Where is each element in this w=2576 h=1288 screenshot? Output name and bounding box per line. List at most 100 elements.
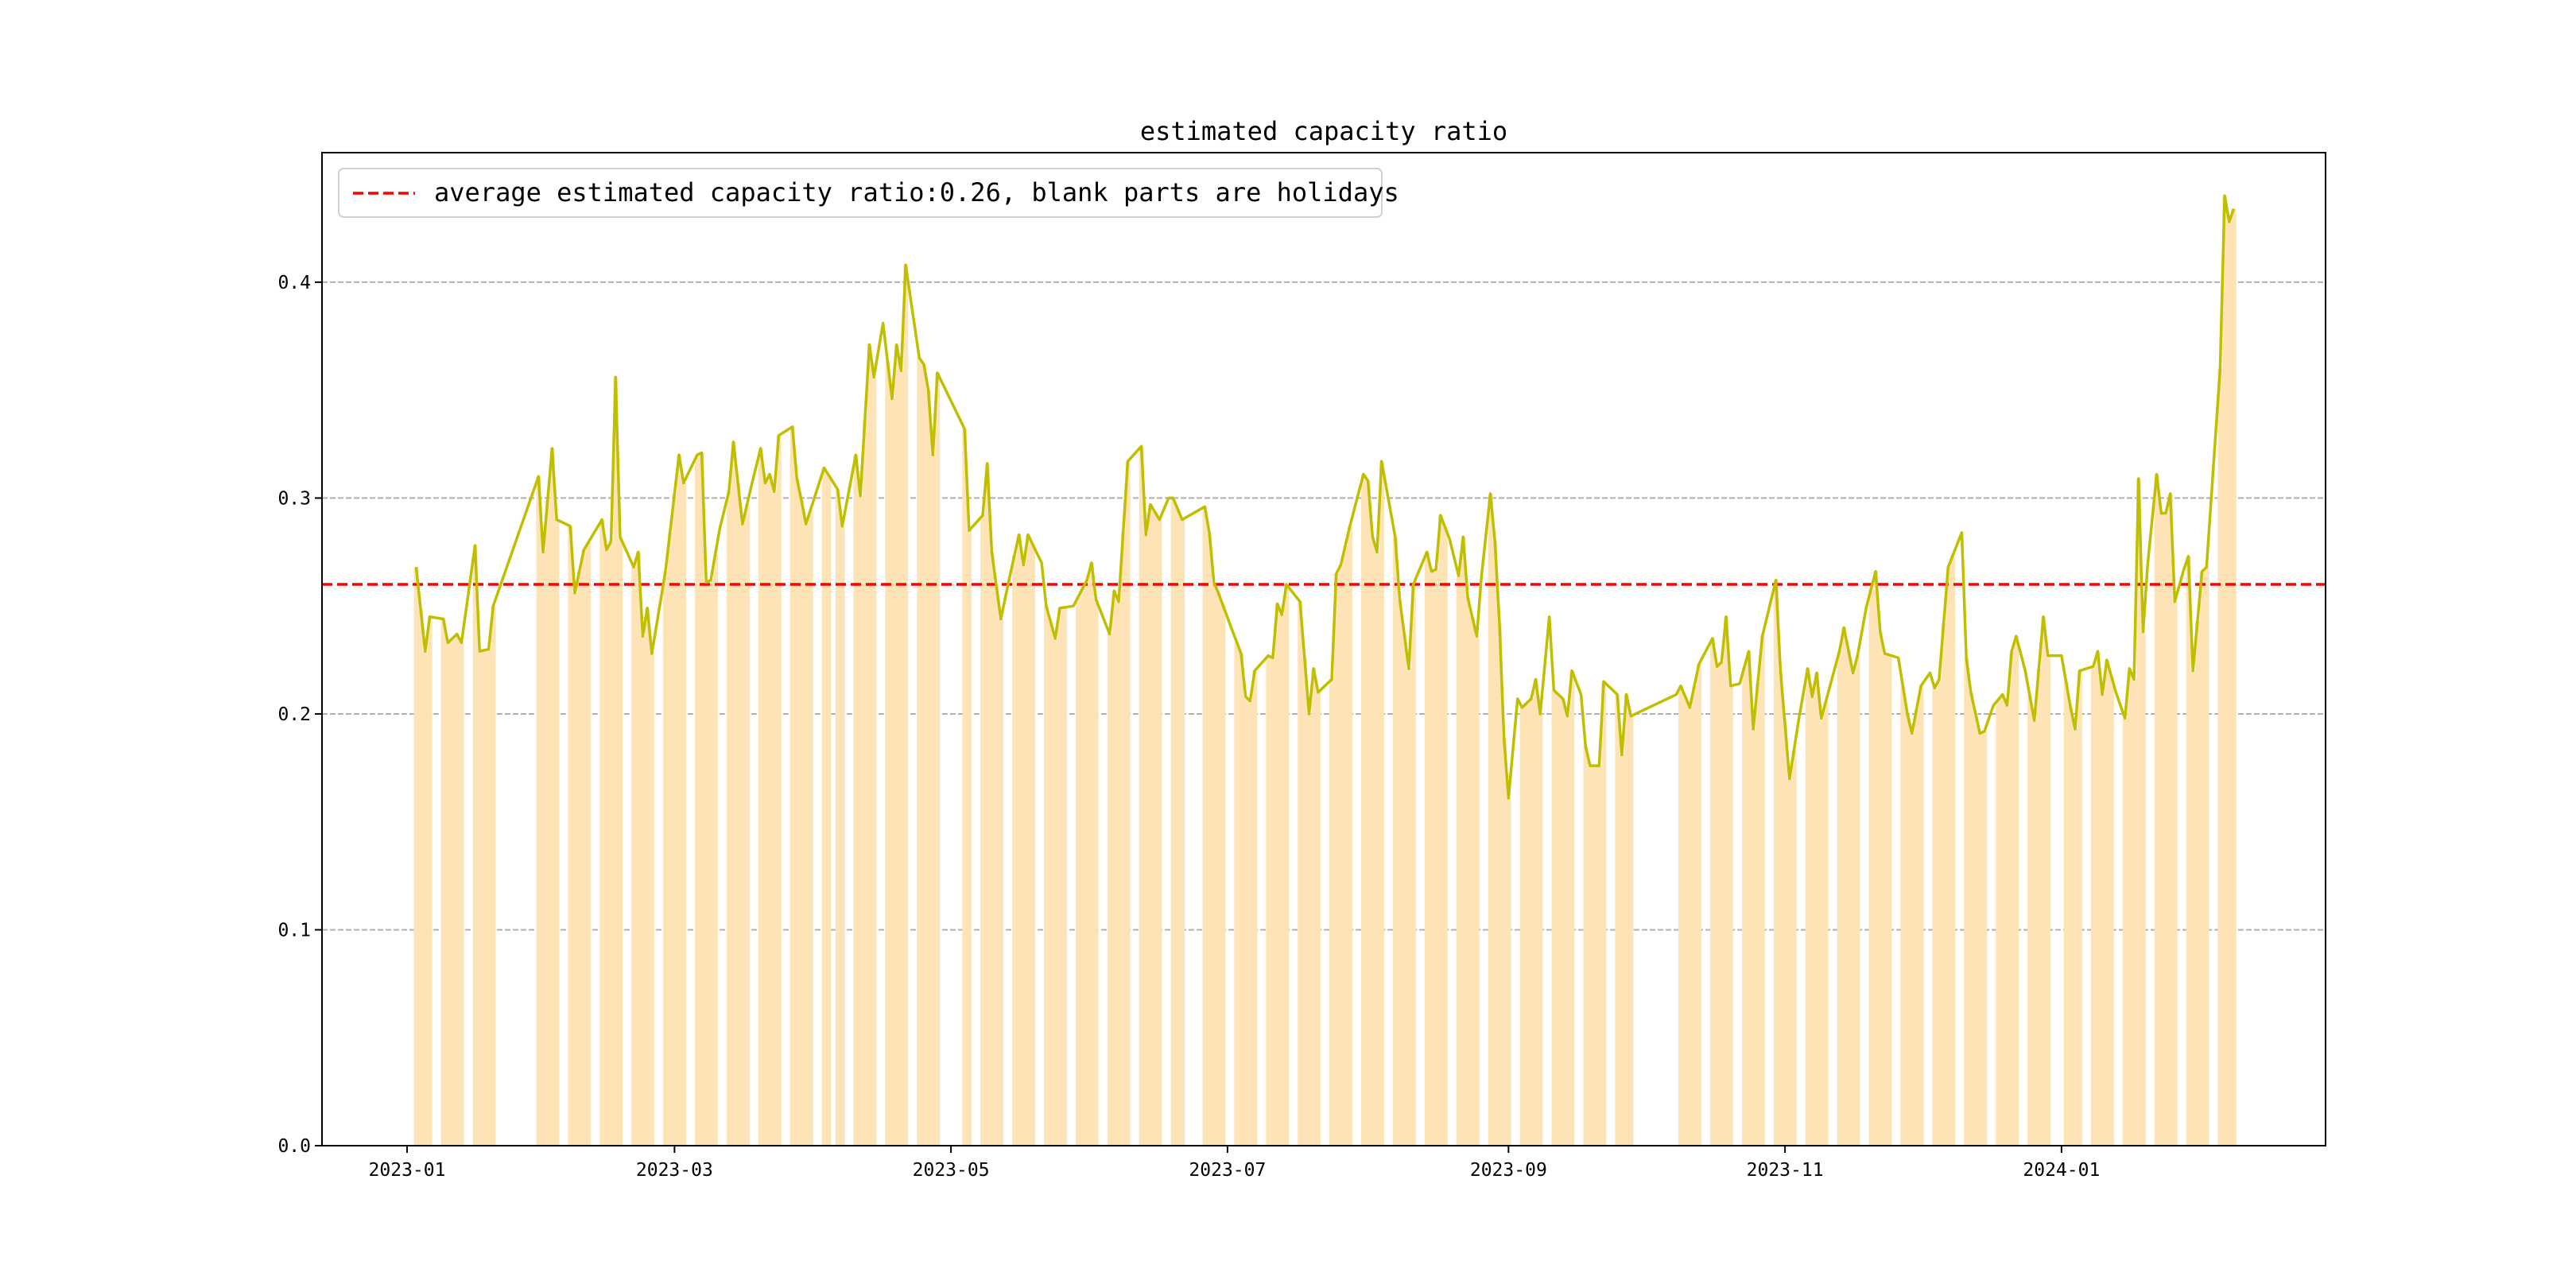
- bar: [1982, 731, 1988, 1146]
- bar: [1569, 670, 1575, 1146]
- bar: [1887, 654, 1892, 1146]
- bar: [867, 344, 872, 1146]
- bar: [1148, 504, 1154, 1146]
- legend-box: [338, 168, 1383, 218]
- bar: [998, 619, 1003, 1146]
- bar: [635, 552, 641, 1146]
- bar: [871, 377, 877, 1146]
- bar: [427, 616, 433, 1146]
- bar: [1026, 534, 1031, 1146]
- bar: [708, 580, 714, 1146]
- bar: [1556, 694, 1562, 1146]
- bar: [581, 549, 587, 1146]
- bar: [935, 372, 941, 1146]
- bar: [1338, 564, 1344, 1146]
- x-tick-label: 2023-09: [1470, 1160, 1547, 1181]
- bar: [885, 361, 890, 1146]
- bar: [2031, 720, 2037, 1146]
- bar: [2027, 695, 2033, 1146]
- bar: [1043, 606, 1049, 1146]
- bar: [695, 455, 700, 1146]
- bar: [2009, 651, 2015, 1146]
- bar: [2036, 668, 2042, 1146]
- bar: [1053, 638, 1058, 1146]
- bar: [862, 420, 867, 1146]
- x-tick-label: 2023-07: [1189, 1160, 1266, 1181]
- bar: [603, 549, 609, 1146]
- bar: [1814, 673, 1820, 1146]
- bar: [1075, 597, 1080, 1146]
- bar: [1868, 588, 1874, 1146]
- bar: [1080, 588, 1085, 1146]
- bar: [572, 592, 578, 1146]
- bar: [1175, 509, 1181, 1146]
- bar: [808, 510, 813, 1146]
- bar: [776, 435, 782, 1146]
- bar: [1469, 616, 1475, 1146]
- bar: [1243, 696, 1248, 1146]
- bar: [903, 265, 909, 1146]
- bar: [2132, 679, 2137, 1146]
- bar: [1306, 713, 1312, 1146]
- bar: [2077, 670, 2082, 1146]
- bar: [1746, 651, 1752, 1146]
- bar: [1682, 696, 1688, 1146]
- bar: [1877, 631, 1883, 1146]
- bar: [758, 448, 763, 1146]
- bar: [1968, 692, 1973, 1146]
- bar: [576, 571, 582, 1146]
- bar: [1560, 698, 1565, 1146]
- bar: [704, 582, 709, 1146]
- bar: [1333, 573, 1339, 1146]
- bar: [1714, 666, 1720, 1146]
- bar: [803, 524, 809, 1146]
- bar: [541, 552, 546, 1146]
- bar: [1347, 526, 1352, 1146]
- bar: [477, 651, 483, 1146]
- bar: [536, 476, 541, 1146]
- bar: [1841, 627, 1847, 1146]
- bar: [450, 638, 456, 1146]
- bar: [491, 606, 496, 1146]
- bar: [1724, 616, 1729, 1146]
- bar: [1012, 555, 1018, 1146]
- y-tick-label: 0.4: [277, 273, 311, 293]
- bar: [1465, 597, 1471, 1146]
- bar: [1252, 670, 1258, 1146]
- y-tick-label: 0.0: [277, 1136, 311, 1157]
- bar: [1247, 700, 1253, 1146]
- bar: [731, 441, 736, 1146]
- bar: [2163, 513, 2169, 1146]
- bar: [1157, 519, 1162, 1146]
- x-axis: 2023-01 2023-03 2023-05 2023-07 2023-09 2023-…: [369, 1146, 2100, 1181]
- bar: [1592, 766, 1597, 1146]
- bar: [967, 530, 972, 1146]
- bar: [2045, 655, 2050, 1146]
- bar: [2100, 694, 2105, 1146]
- bar: [930, 455, 936, 1146]
- x-tick-label: 2024-01: [2023, 1160, 2100, 1181]
- bar: [1271, 658, 1276, 1146]
- bar: [486, 649, 491, 1146]
- bar: [2222, 196, 2228, 1146]
- bar: [1089, 562, 1095, 1146]
- x-tick-label: 2023-11: [1747, 1160, 1824, 1181]
- bar: [2000, 694, 2005, 1146]
- bar: [835, 489, 840, 1146]
- bar: [1424, 552, 1430, 1146]
- bar: [726, 491, 731, 1146]
- bar: [821, 467, 827, 1146]
- bar: [618, 537, 623, 1146]
- bar: [1687, 707, 1693, 1146]
- bar: [1456, 576, 1461, 1146]
- bar: [549, 448, 555, 1146]
- bar: [599, 519, 605, 1146]
- bar: [1120, 531, 1126, 1146]
- bar: [1855, 655, 1860, 1146]
- bar: [1918, 685, 1924, 1146]
- bar: [1932, 688, 1938, 1146]
- bar: [2073, 728, 2078, 1146]
- bar: [744, 504, 750, 1146]
- bar: [1759, 636, 1765, 1146]
- bar: [1914, 709, 1919, 1146]
